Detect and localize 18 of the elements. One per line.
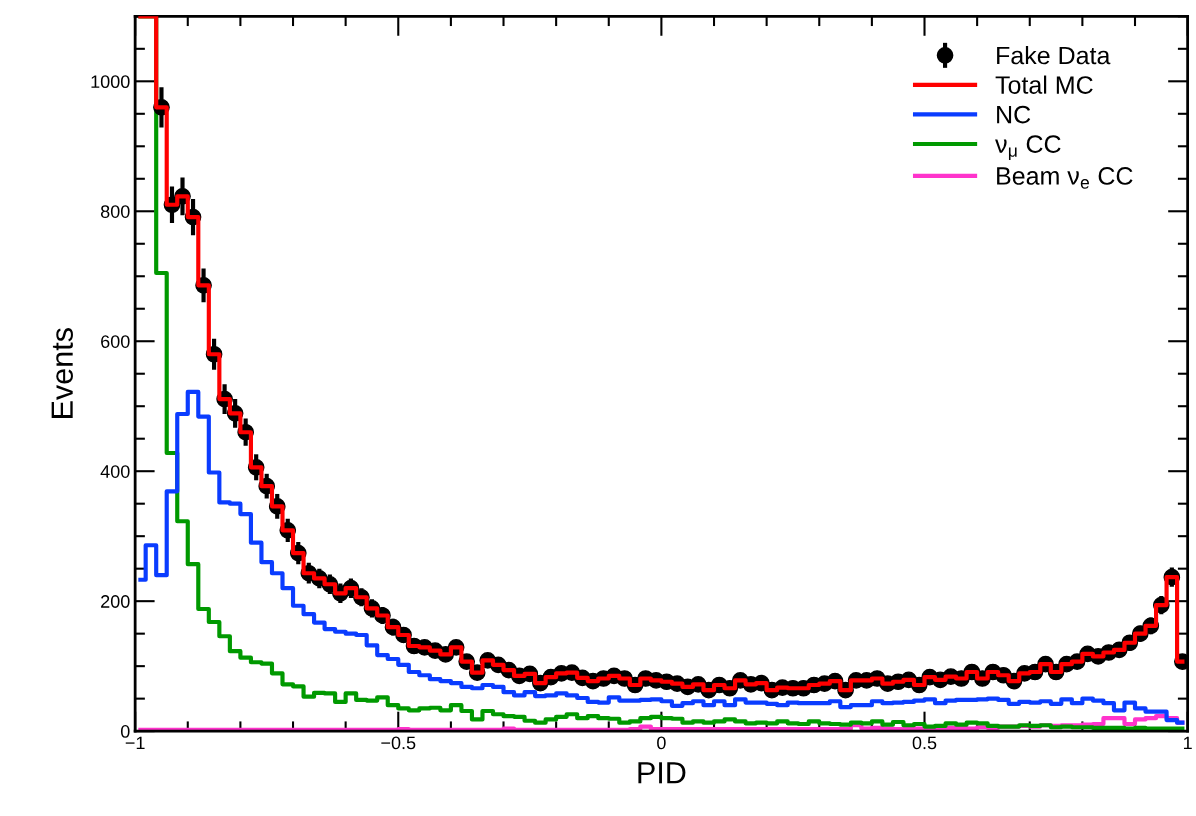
legend-label: Fake Data bbox=[997, 45, 1111, 65]
y-tick-label: 400 bbox=[100, 465, 130, 478]
y-tick-label: 800 bbox=[100, 205, 130, 218]
legend-label: ν$_{μ}$ CC bbox=[995, 135, 1061, 161]
y-tick-label: 1000 bbox=[91, 75, 130, 89]
legend-label: NC bbox=[997, 105, 1031, 124]
x-tick-label: −1 bbox=[125, 736, 145, 750]
y-axis-title: Events bbox=[51, 328, 73, 418]
x-tick-label: 0 bbox=[657, 736, 666, 750]
x-axis-title: PID bbox=[638, 762, 686, 784]
y-tick-label: 600 bbox=[101, 335, 130, 348]
x-tick-label: 1 bbox=[1183, 736, 1192, 750]
legend-label: Total MC bbox=[995, 75, 1093, 94]
y-tick-label: 0 bbox=[120, 725, 130, 738]
x-tick-label: 0.5 bbox=[912, 736, 937, 750]
x-tick-label: −0.5 bbox=[381, 736, 416, 750]
legend-label: Beam ν$_{e}$ CC bbox=[997, 167, 1133, 189]
y-tick-label: 200 bbox=[101, 595, 130, 608]
